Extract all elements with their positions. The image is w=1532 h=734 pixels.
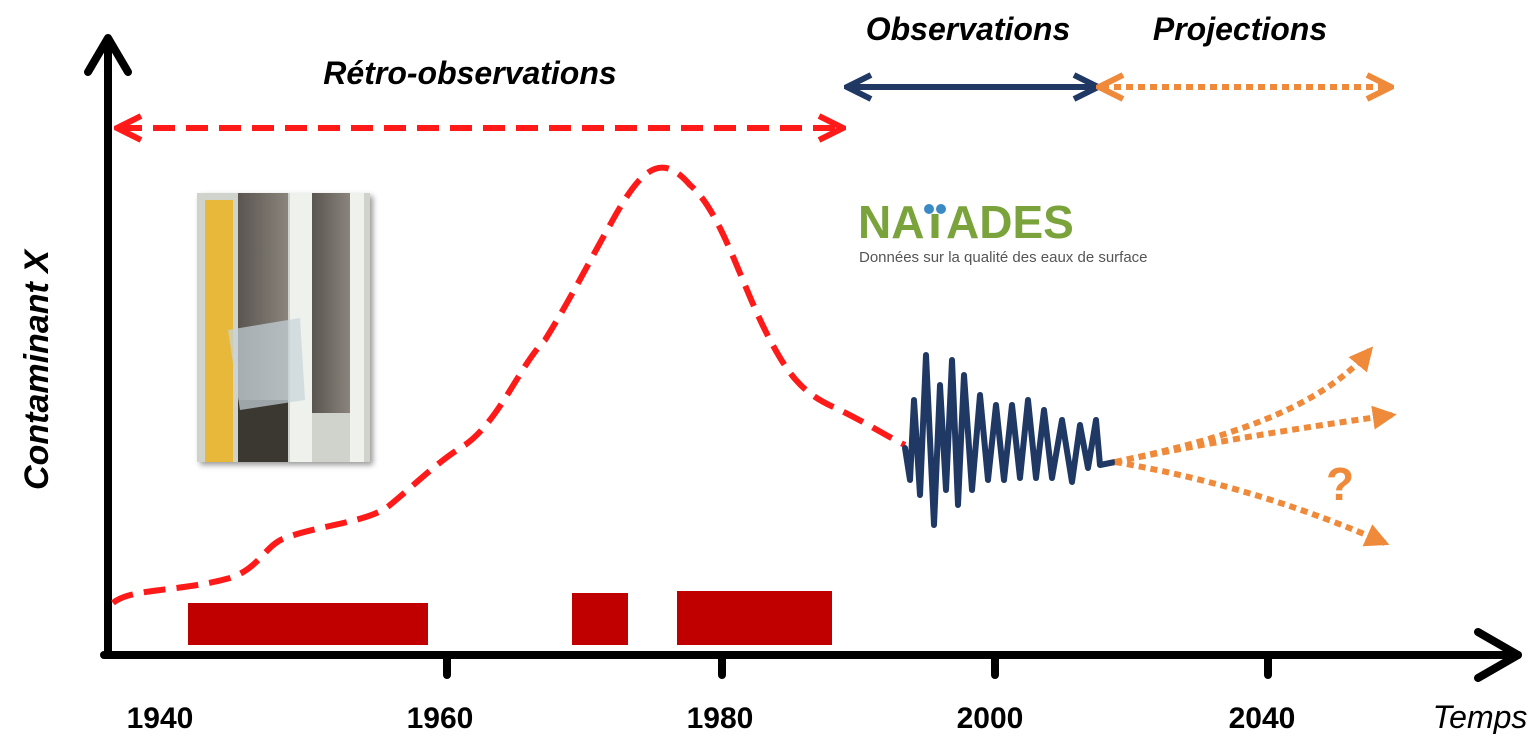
logo-subtitle: Données sur la qualité des eaux de surfa… [859,249,1148,266]
observation-label: Observations [866,11,1071,47]
question-mark: ? [1326,458,1354,510]
x-tick-label: 1940 [127,702,194,734]
x-tick-label: 2000 [957,702,1024,734]
x-tick-label: 1960 [407,702,474,734]
period-bar [572,593,628,645]
period-bar [188,603,428,645]
y-arrow [84,34,132,76]
projection-label: Projections [1153,11,1327,47]
projection-down [1114,459,1390,547]
logo-name: NA [858,196,924,248]
retro-label: Rétro-observations [323,55,616,91]
x-axis-label: Temps [1433,699,1528,734]
naiades-logo: NA ADES Données sur la qualité des eaux … [858,196,1148,266]
logo-name: ADES [946,196,1074,248]
sediment-photo [197,193,370,462]
projection-up [1114,346,1374,465]
projection-flat [1114,405,1397,465]
x-tick-label: 1980 [687,702,754,734]
logo-icon [924,204,934,214]
period-bar [677,591,832,645]
retro-curve [111,164,907,606]
x-tick-label: 2040 [1229,702,1296,734]
y-axis-label: Contaminant X [18,248,56,490]
axes [84,34,1522,682]
x-arrow [1474,628,1522,682]
observation-curve [902,352,1118,528]
logo-icon [936,204,946,214]
